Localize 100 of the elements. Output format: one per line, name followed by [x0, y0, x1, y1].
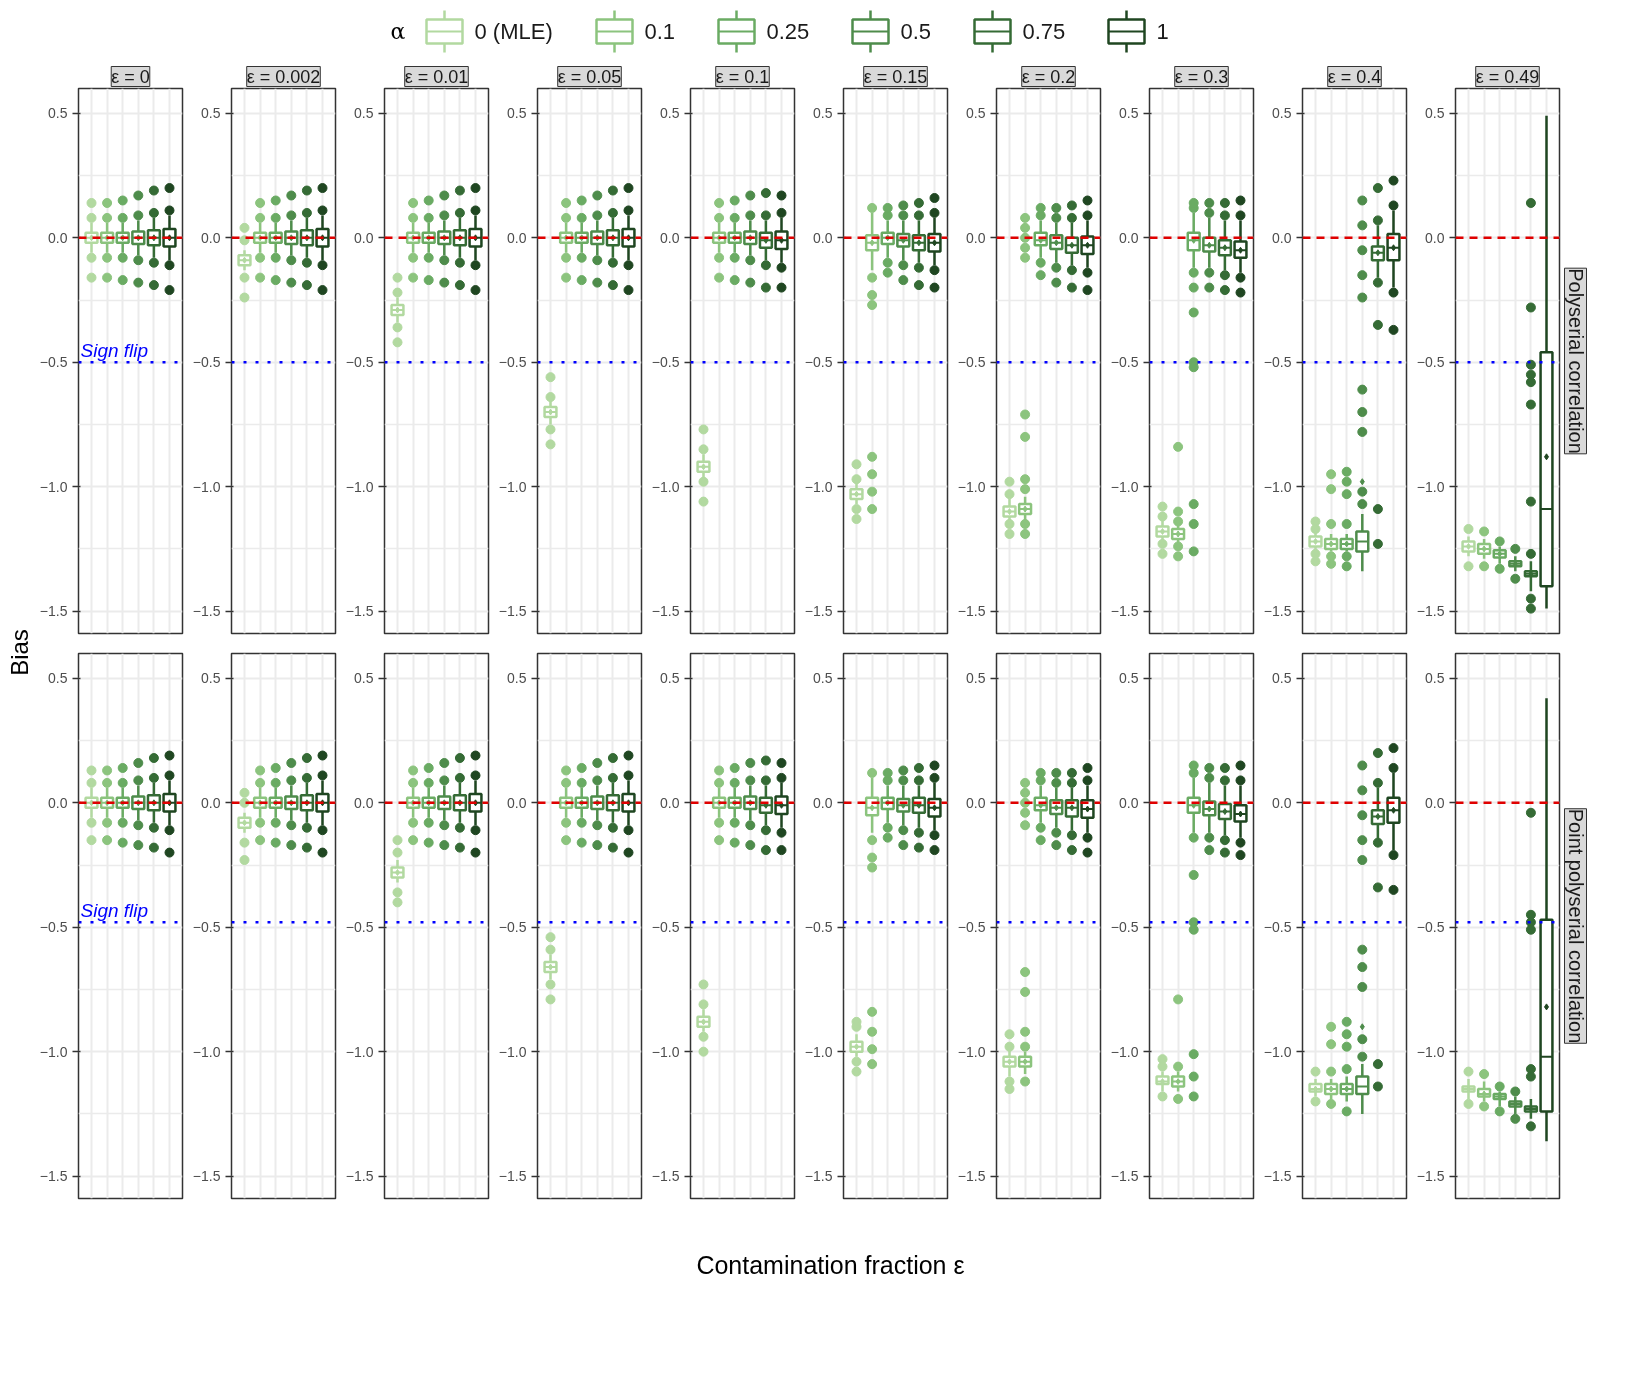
ref-line-label: Sign flip [80, 900, 149, 922]
y-tick-label: −1.0 [39, 1043, 68, 1060]
chart-title: ε = 0.002 [246, 66, 321, 87]
y-tick-label: −1.0 [957, 478, 986, 495]
y-axis-title: Bias [5, 629, 33, 676]
legend-label: 0 (MLE) [474, 19, 553, 44]
y-tick-label: −1.0 [345, 1043, 374, 1060]
y-tick-label: 0.5 [966, 105, 986, 122]
y-tick-label: 0.5 [660, 105, 680, 122]
y-tick-label: 0.5 [48, 105, 68, 122]
y-tick-label: 0.5 [966, 670, 986, 687]
y-tick-label: −1.0 [498, 1043, 527, 1060]
legend-label: 0.25 [766, 19, 810, 44]
y-tick-label: 0.0 [813, 794, 833, 811]
y-tick-label: 0.0 [1119, 794, 1139, 811]
x-axis-title: Contamination fraction ε [696, 1250, 965, 1279]
y-tick-label: 0.0 [507, 794, 527, 811]
legend-label: 0.1 [644, 19, 676, 44]
y2-axis-title: Polyserial correlation [1564, 268, 1587, 454]
y-tick-label: −0.5 [498, 354, 527, 371]
legend-label: 0.5 [900, 19, 932, 44]
y-tick-label: −1.0 [1110, 478, 1139, 495]
y-tick-label: 0.5 [813, 105, 833, 122]
chart-title: ε = 0.49 [1475, 66, 1540, 87]
y-tick-label: −0.5 [192, 354, 221, 371]
y-tick-label: −0.5 [651, 354, 680, 371]
y-tick-label: 0.5 [1119, 670, 1139, 687]
y-tick-label: 0.0 [1272, 794, 1292, 811]
y-tick-label: 0.0 [660, 794, 680, 811]
y-tick-label: −1.5 [39, 603, 68, 620]
y-tick-label: −1.0 [1416, 478, 1445, 495]
y-tick-label: −1.0 [192, 478, 221, 495]
y-tick-label: 0.5 [1119, 105, 1139, 122]
y-tick-label: −1.0 [192, 1043, 221, 1060]
y-tick-label: −0.5 [651, 919, 680, 936]
y-tick-label: 0.0 [201, 229, 221, 246]
y-tick-label: −1.0 [804, 478, 833, 495]
legend-label: 0.75 [1022, 19, 1066, 44]
y-tick-label: 0.5 [201, 670, 221, 687]
y-tick-label: −1.0 [804, 1043, 833, 1060]
y-tick-label: 0.0 [966, 794, 986, 811]
y-tick-label: 0.5 [813, 670, 833, 687]
y-tick-label: −0.5 [957, 354, 986, 371]
y-tick-label: −1.5 [192, 1168, 221, 1185]
y-tick-label: 0.5 [660, 670, 680, 687]
y-tick-label: 0.0 [1272, 229, 1292, 246]
y-tick-label: 0.0 [1425, 229, 1445, 246]
y-tick-label: −0.5 [957, 919, 986, 936]
y-tick-label: 0.0 [660, 229, 680, 246]
y-tick-label: −0.5 [345, 919, 374, 936]
y-tick-label: −1.0 [651, 478, 680, 495]
y-tick-label: −1.0 [1416, 1043, 1445, 1060]
y-tick-label: −0.5 [498, 919, 527, 936]
y-tick-label: −1.0 [1110, 1043, 1139, 1060]
chart-title: ε = 0.01 [404, 66, 469, 87]
y-tick-label: 0.5 [1425, 105, 1445, 122]
y-tick-label: −0.5 [804, 919, 833, 936]
chart-title: ε = 0.1 [715, 66, 770, 87]
y-tick-label: 0.5 [1425, 670, 1445, 687]
y-tick-label: 0.5 [354, 105, 374, 122]
y-tick-label: −1.5 [345, 603, 374, 620]
chart-title: ε = 0.05 [557, 66, 622, 87]
y-tick-label: −0.5 [1263, 919, 1292, 936]
y-tick-label: −1.0 [345, 478, 374, 495]
y-tick-label: −0.5 [1416, 919, 1445, 936]
y-tick-label: −1.5 [804, 603, 833, 620]
y-tick-label: −1.5 [651, 603, 680, 620]
y-tick-label: −0.5 [1263, 354, 1292, 371]
y-tick-label: −0.5 [804, 354, 833, 371]
y-tick-label: −1.5 [1416, 603, 1445, 620]
y-tick-label: 0.0 [1425, 794, 1445, 811]
y-tick-label: 0.5 [48, 670, 68, 687]
y-tick-label: −1.0 [1263, 1043, 1292, 1060]
y-tick-label: 0.0 [966, 229, 986, 246]
y-tick-label: −1.5 [345, 1168, 374, 1185]
y-tick-label: −0.5 [1416, 354, 1445, 371]
y-tick-label: −1.5 [651, 1168, 680, 1185]
y-tick-label: −1.5 [39, 1168, 68, 1185]
y-tick-label: 0.0 [48, 794, 68, 811]
y-tick-label: 0.5 [1272, 670, 1292, 687]
y-tick-label: 0.0 [1119, 229, 1139, 246]
y-tick-label: −1.5 [1263, 603, 1292, 620]
y-tick-label: −1.0 [1263, 478, 1292, 495]
chart-title: ε = 0.15 [863, 66, 928, 87]
y-tick-label: −1.5 [498, 603, 527, 620]
y-tick-label: −1.0 [957, 1043, 986, 1060]
ref-line-label: Sign flip [80, 340, 149, 362]
y-tick-label: 0.0 [354, 794, 374, 811]
y-tick-label: −1.5 [1110, 603, 1139, 620]
legend-label: 1 [1156, 19, 1169, 44]
chart-title: ε = 0.2 [1021, 66, 1076, 87]
chart-title: ε = 0 [111, 66, 150, 87]
y-tick-label: 0.5 [1272, 105, 1292, 122]
y-tick-label: 0.0 [354, 229, 374, 246]
y-tick-label: −0.5 [1110, 354, 1139, 371]
y-tick-label: 0.0 [48, 229, 68, 246]
y-tick-label: 0.5 [507, 105, 527, 122]
y-tick-label: 0.5 [507, 670, 527, 687]
y-tick-label: −1.0 [651, 1043, 680, 1060]
y-tick-label: −1.0 [498, 478, 527, 495]
